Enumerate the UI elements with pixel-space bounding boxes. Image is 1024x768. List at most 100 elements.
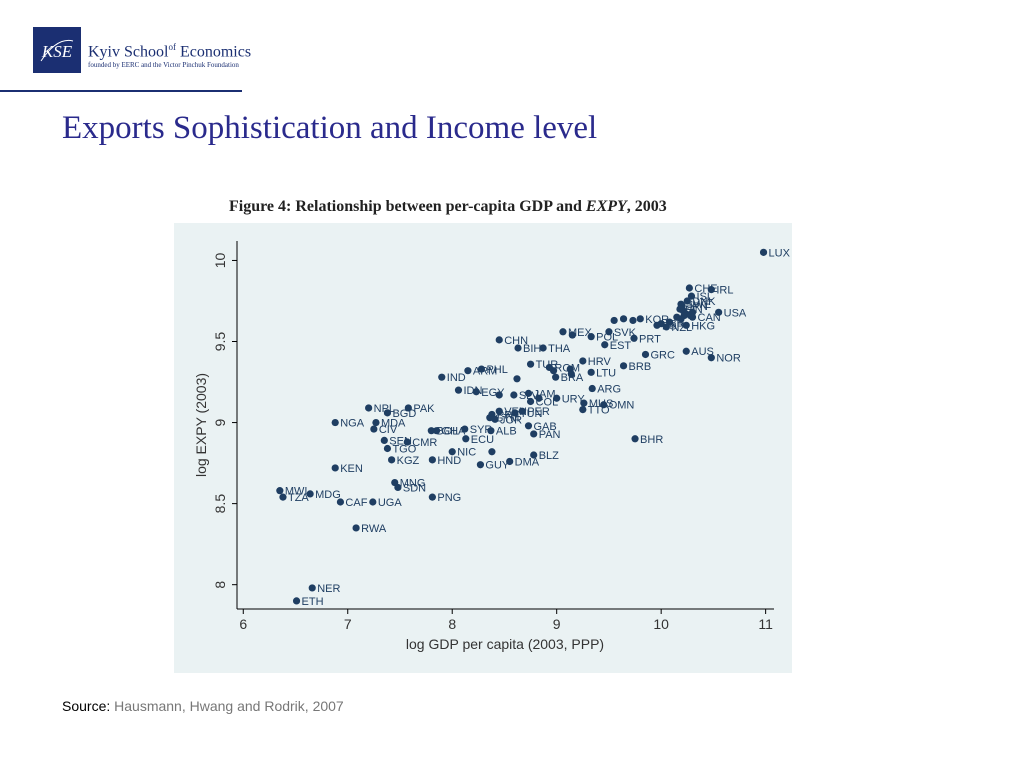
point-label: LTU (596, 367, 616, 379)
logo-monogram: KSE (41, 42, 73, 61)
point-label: GRC (650, 349, 675, 361)
data-points: LUXCHEIRLISLDNKSWEJPNFINUSACANHKGISRNZLE… (276, 247, 791, 608)
data-point (588, 384, 596, 393)
x-tick-label: 6 (239, 616, 247, 632)
data-point (292, 597, 301, 605)
data-point (438, 373, 446, 381)
data-point (428, 456, 436, 464)
point-label: UGA (378, 497, 403, 509)
logo-wordmark: Kyiv Schoolof Economics founded by EERC … (88, 38, 251, 70)
data-point (306, 490, 314, 498)
data-point (454, 386, 463, 394)
figure-caption: Figure 4: Relationship between per-capit… (229, 198, 667, 215)
point-label: EST (610, 340, 632, 352)
point-label: GHA (442, 426, 467, 438)
x-tick-label: 11 (758, 616, 773, 632)
data-point (403, 438, 411, 446)
data-point (526, 397, 535, 406)
point-label: PHL (486, 364, 507, 376)
data-point (336, 498, 345, 506)
header-divider (0, 90, 242, 92)
point-label: NZL (671, 322, 692, 334)
data-point (759, 248, 768, 256)
data-point (631, 435, 639, 443)
point-label: JOR (500, 414, 522, 426)
data-point (682, 347, 690, 355)
point-label: ISR (666, 319, 684, 331)
point-label: POL (596, 332, 618, 344)
logo-name: Kyiv Schoolof Economics (88, 42, 252, 61)
data-point (476, 461, 485, 469)
data-point (567, 370, 575, 378)
slide-title: Exports Sophistication and Income level (62, 110, 598, 146)
data-point (673, 313, 681, 321)
data-point (448, 448, 456, 456)
point-label: ARM (473, 366, 497, 378)
point-label: LUX (769, 247, 791, 259)
point-label: BGD (392, 408, 416, 420)
point-label: CMR (412, 437, 437, 449)
point-label: TTO (588, 405, 610, 417)
data-point (641, 350, 650, 359)
point-label: KGZ (397, 455, 420, 467)
point-label: NER (317, 583, 340, 595)
y-tick-label: 9.5 (212, 332, 228, 352)
data-point (601, 341, 609, 349)
source-text: Hausmann, Hwang and Rodrik, 2007 (114, 698, 344, 714)
data-point (686, 311, 695, 320)
source-label: Source: (62, 698, 111, 714)
point-label: CHN (504, 335, 528, 347)
point-label: KOR (645, 314, 669, 326)
point-label: BRB (629, 361, 652, 373)
y-tick-label: 8.5 (212, 494, 228, 514)
data-point (715, 308, 723, 316)
data-point (513, 375, 521, 383)
source-citation: Source: Hausmann, Hwang and Rodrik, 2007 (62, 698, 344, 714)
point-label: SWE (686, 299, 711, 311)
point-label: PRT (639, 333, 661, 345)
data-point (636, 315, 644, 323)
data-point (331, 418, 339, 427)
point-label: ARG (597, 384, 621, 396)
y-tick-label: 9 (212, 418, 228, 426)
data-point (487, 427, 495, 435)
data-point (511, 409, 519, 417)
data-point (352, 524, 360, 532)
point-label: MWI (285, 486, 308, 498)
data-point (428, 493, 436, 501)
data-point (514, 344, 522, 352)
point-label: BOL (436, 426, 458, 438)
data-point (619, 315, 628, 323)
data-point (630, 334, 638, 342)
data-point (707, 354, 715, 362)
data-point (380, 436, 388, 445)
x-tick-label: 7 (344, 616, 352, 632)
data-point (653, 321, 661, 329)
data-point (464, 367, 472, 375)
data-point (549, 367, 558, 375)
data-point (388, 456, 396, 464)
data-point (587, 333, 595, 341)
point-label: TGO (392, 444, 416, 456)
data-point (518, 407, 526, 415)
data-point (331, 464, 339, 472)
data-point (687, 292, 696, 300)
data-point (279, 493, 287, 501)
data-point (370, 425, 378, 433)
data-point (535, 394, 543, 402)
point-label: CAN (698, 312, 721, 324)
data-point (394, 483, 402, 492)
point-label: URY (562, 393, 586, 405)
data-point (539, 344, 547, 352)
point-label: GAB (533, 421, 556, 433)
point-label: KEN (340, 463, 363, 475)
point-label: BLZ (539, 450, 559, 462)
data-point (276, 487, 284, 495)
data-point (530, 430, 538, 438)
kse-monogram-icon: KSE (33, 27, 81, 73)
data-point (372, 418, 380, 427)
point-label: ISL (696, 291, 713, 303)
data-point (682, 321, 690, 329)
data-point (383, 409, 392, 417)
point-label: USA (724, 307, 747, 319)
